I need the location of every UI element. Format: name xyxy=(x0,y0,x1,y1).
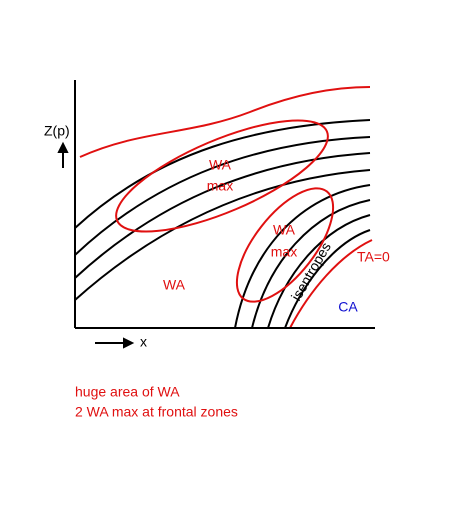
ta-zero-line xyxy=(289,239,373,329)
region-label: WA xyxy=(163,277,186,293)
region-label: WA xyxy=(209,157,232,173)
region-label: max xyxy=(271,244,297,260)
axes xyxy=(57,80,375,349)
note: 2 WA max at frontal zones xyxy=(75,404,238,420)
y-axis-label: Z(p) xyxy=(44,123,70,139)
upper-boundary xyxy=(79,86,371,158)
x-axis-label: x xyxy=(140,334,147,350)
wa-max-ellipse xyxy=(235,187,335,303)
wa-max-ellipse xyxy=(115,119,329,233)
note: huge area of WA xyxy=(75,384,180,400)
isentropes-lower xyxy=(234,184,371,329)
region-label: WA xyxy=(273,222,296,238)
region-label: CA xyxy=(338,299,358,315)
region-label: TA=0 xyxy=(357,249,390,265)
region-label: max xyxy=(207,178,233,194)
